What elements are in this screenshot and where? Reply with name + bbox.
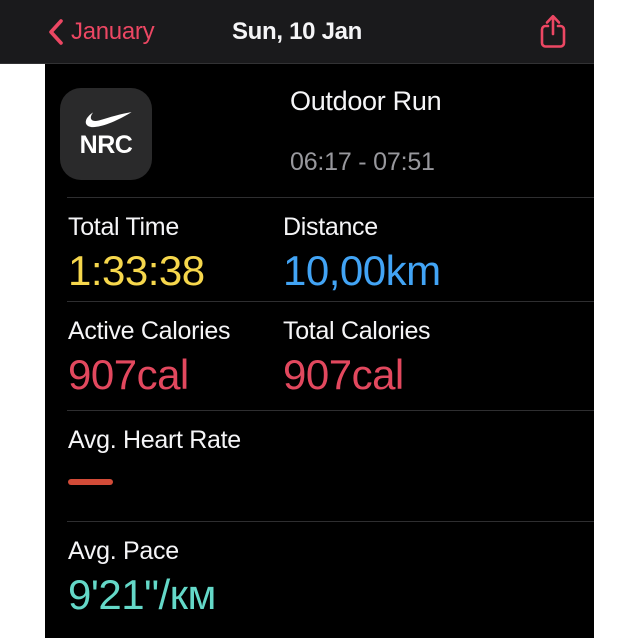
nrc-app-badge: NRC [60, 88, 152, 180]
stat-label: Active Calories [68, 317, 231, 345]
nike-swoosh-icon [85, 111, 132, 127]
stat-label: Distance [283, 213, 378, 241]
stat-label: Avg. Pace [68, 537, 179, 565]
stat-value: 9'21"/км [68, 571, 216, 618]
back-button-label[interactable]: January [71, 17, 155, 45]
stat-total-calories: Total Calories 907cal [283, 301, 594, 410]
avg-heart-rate-no-data-dash [68, 479, 113, 485]
stats-row-heart-rate: Avg. Heart Rate [45, 410, 594, 521]
stat-active-calories: Active Calories 907cal [68, 301, 283, 410]
stats-row-time-distance: Total Time 1:33:38 Distance 10,00km [45, 197, 594, 301]
activity-name: Outdoor Run [290, 86, 442, 116]
stat-value: 10,00km [283, 247, 441, 294]
stat-distance: Distance 10,00km [283, 197, 594, 301]
stat-label: Total Calories [283, 317, 431, 345]
stat-total-time: Total Time 1:33:38 [68, 197, 283, 301]
stats-row-pace: Avg. Pace 9'21"/км [45, 521, 594, 638]
stat-avg-pace: Avg. Pace 9'21"/км [45, 521, 594, 616]
back-button[interactable]: January [48, 0, 155, 63]
stats-row-calories: Active Calories 907cal Total Calories 90… [45, 301, 594, 410]
workout-detail-panel: NRC Outdoor Run 06:17 - 07:51 Total Time… [45, 64, 594, 638]
stat-value: 907cal [68, 351, 189, 398]
stat-value: 1:33:38 [68, 247, 205, 294]
workout-header-section: NRC Outdoor Run 06:17 - 07:51 [45, 64, 594, 197]
share-icon[interactable] [538, 13, 568, 50]
stat-value: 907cal [283, 351, 404, 398]
stat-avg-heart-rate: Avg. Heart Rate [45, 410, 594, 455]
chevron-left-icon [49, 18, 63, 45]
stat-label: Total Time [68, 213, 179, 241]
nrc-badge-label: NRC [79, 130, 133, 159]
stat-label: Avg. Heart Rate [68, 426, 241, 454]
nav-bar: January Sun, 10 Jan [0, 0, 594, 64]
workout-time-range: 06:17 - 07:51 [290, 148, 435, 176]
